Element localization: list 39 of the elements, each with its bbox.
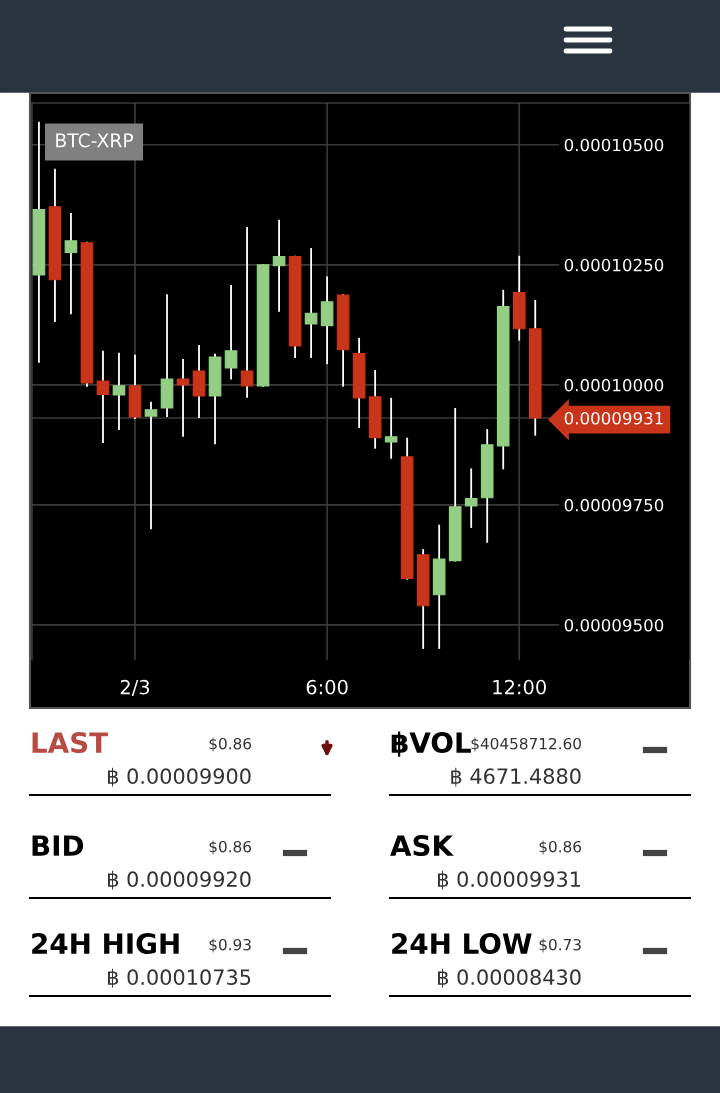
candlestick — [64, 213, 78, 315]
candlestick — [112, 352, 126, 430]
text: BID — [32, 835, 84, 856]
candlestick — [464, 468, 478, 528]
candlestick — [176, 358, 190, 437]
y-tick-label: 0.00010250 — [564, 258, 664, 272]
x-tick-label: 6:00 — [306, 679, 348, 695]
text: ASK — [390, 835, 454, 857]
candlestick — [96, 350, 110, 443]
y-tick-label: 0.00010500 — [564, 138, 664, 152]
candlestick — [240, 226, 254, 398]
text: ฿ 0.00009931 — [438, 870, 581, 890]
text: LAST — [32, 732, 108, 754]
candlestick — [144, 401, 158, 530]
text: $0.73 — [539, 938, 581, 953]
text: $0.86 — [209, 737, 252, 752]
text: ฿ 0.00009900 — [108, 767, 251, 787]
text: BTC-XRP — [56, 133, 134, 148]
y-tick-label: 0.00010000 — [564, 378, 664, 392]
y-tick-label: 0.00009750 — [564, 498, 664, 512]
candlestick — [304, 248, 318, 358]
text: $0.86 — [209, 840, 252, 855]
text: 24H HIGH — [32, 933, 179, 955]
candlestick — [384, 397, 398, 459]
text: ฿VOL — [391, 731, 471, 757]
text: ฿ 0.00010735 — [108, 968, 251, 988]
text: $0.86 — [539, 840, 582, 855]
candlestick — [272, 219, 286, 312]
text: ฿ 0.00009920 — [108, 870, 251, 890]
x-tick-label: 2/3 — [120, 679, 150, 697]
text: $40458712.60 — [471, 737, 581, 752]
text: 24H LOW — [392, 933, 532, 955]
x-tick-label: 12:00 — [493, 679, 546, 695]
text: ฿ 0.00008430 — [438, 968, 581, 988]
text: ฿ 4671.4880 — [451, 767, 581, 787]
y-tick-label: 0.00009500 — [564, 618, 664, 632]
y-tick-label: 0.00009931 — [564, 411, 663, 425]
candlestick — [224, 285, 238, 380]
text: $0.93 — [209, 938, 251, 953]
